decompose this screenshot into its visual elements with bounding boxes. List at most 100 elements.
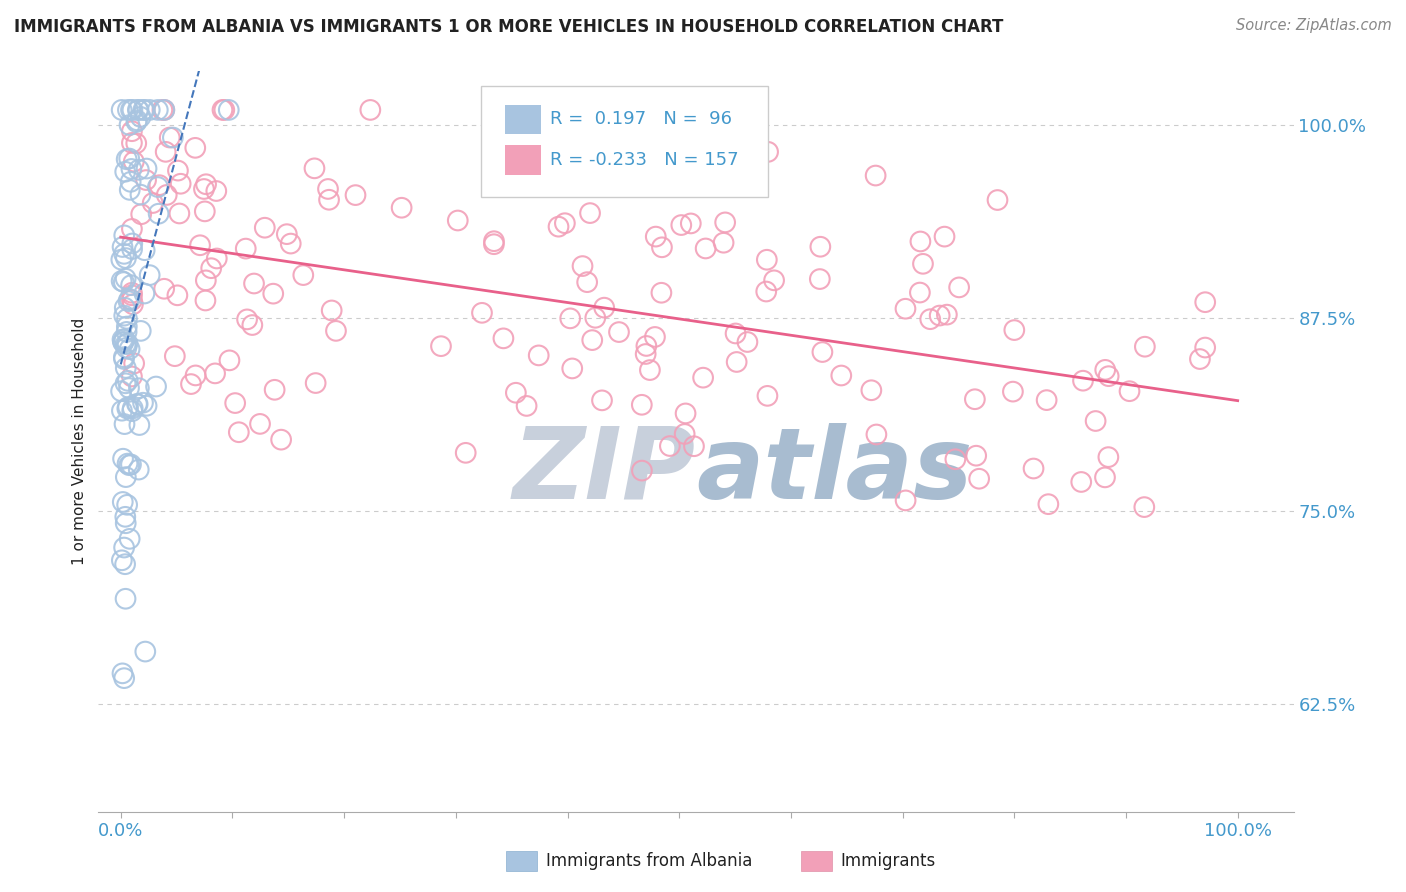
FancyBboxPatch shape (505, 104, 541, 135)
Point (344, 188, 367, 202)
Point (115, 470, 138, 484)
Point (112, 309, 135, 323)
Point (205, 252, 228, 266)
Point (117, 401, 139, 416)
Point (808, 240, 831, 254)
Point (756, 145, 779, 159)
Point (1022, 461, 1045, 475)
Point (142, 196, 165, 211)
Point (111, 495, 134, 509)
Text: R =  0.197   N =  96: R = 0.197 N = 96 (550, 111, 733, 128)
Point (122, 154, 145, 169)
Point (117, 400, 139, 414)
Point (194, 204, 217, 219)
Point (316, 182, 339, 196)
Point (560, 311, 582, 326)
Point (830, 368, 852, 383)
Point (121, 103, 143, 117)
Point (112, 335, 135, 350)
Point (713, 235, 735, 250)
Point (195, 178, 218, 192)
Point (110, 384, 132, 399)
Point (505, 385, 527, 400)
Point (138, 268, 160, 282)
Point (579, 206, 602, 220)
Point (153, 282, 176, 296)
Point (276, 227, 298, 242)
Point (928, 309, 950, 323)
Point (184, 141, 207, 155)
Point (908, 285, 931, 300)
Point (571, 259, 593, 273)
Point (714, 215, 737, 229)
Point (911, 257, 934, 271)
Point (430, 339, 453, 353)
Point (153, 103, 176, 117)
Point (121, 288, 143, 302)
Point (920, 312, 942, 326)
Point (122, 356, 145, 370)
Point (121, 369, 143, 384)
Point (860, 384, 883, 398)
Text: R = -0.233   N = 157: R = -0.233 N = 157 (550, 152, 738, 169)
Point (118, 532, 141, 546)
Point (118, 183, 141, 197)
Point (125, 115, 148, 129)
Point (145, 379, 167, 393)
Point (1133, 500, 1156, 514)
Point (169, 177, 191, 191)
Point (359, 103, 381, 117)
Point (111, 553, 134, 567)
Point (121, 124, 143, 138)
Point (194, 273, 217, 287)
Point (135, 161, 157, 176)
Point (325, 324, 347, 338)
Point (967, 472, 990, 486)
Point (115, 311, 138, 326)
Point (127, 113, 149, 128)
Point (117, 336, 139, 351)
Point (218, 353, 240, 368)
Text: atlas: atlas (696, 423, 973, 520)
Point (240, 318, 263, 332)
Point (188, 238, 211, 252)
Point (114, 337, 136, 351)
Point (683, 439, 706, 453)
Point (516, 399, 538, 413)
Point (121, 222, 143, 236)
Point (134, 103, 156, 117)
Point (486, 158, 509, 172)
Point (114, 509, 136, 524)
Point (235, 242, 257, 256)
Point (112, 451, 135, 466)
Point (120, 103, 142, 117)
Point (658, 439, 681, 453)
Point (630, 398, 652, 412)
Point (112, 351, 135, 366)
Point (146, 103, 169, 117)
Point (128, 381, 150, 395)
Point (253, 220, 276, 235)
Point (695, 242, 717, 256)
Point (692, 370, 714, 384)
Point (638, 363, 661, 377)
Point (318, 193, 340, 207)
Point (1084, 414, 1107, 428)
Y-axis label: 1 or more Vehicles in Household: 1 or more Vehicles in Household (72, 318, 87, 566)
Point (118, 152, 141, 166)
Point (194, 293, 217, 308)
Point (304, 161, 326, 176)
Point (112, 541, 135, 555)
Point (1188, 352, 1211, 367)
Point (111, 403, 134, 417)
Point (127, 103, 149, 117)
Text: Source: ZipAtlas.com: Source: ZipAtlas.com (1236, 18, 1392, 33)
Point (156, 188, 179, 202)
Point (135, 399, 157, 413)
Point (1070, 475, 1092, 489)
Point (115, 325, 138, 339)
Point (482, 237, 505, 252)
Point (122, 297, 145, 311)
Point (737, 334, 759, 349)
Point (115, 498, 138, 512)
